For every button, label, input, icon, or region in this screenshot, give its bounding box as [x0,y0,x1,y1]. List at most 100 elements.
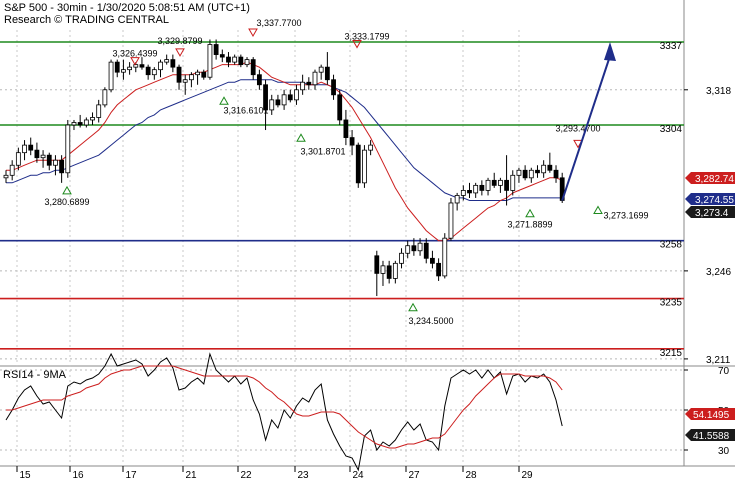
candle-body [306,81,312,86]
candle-body [423,242,429,259]
candlesticks [3,39,565,297]
projection-arrowhead [604,42,616,61]
rsi-series-line [6,365,563,449]
candle-body [22,144,27,154]
candle-body [287,94,293,101]
candle-body [355,144,361,184]
candle-body [158,61,163,71]
candle-body [436,262,442,277]
time-tick-label: 28 [465,470,477,480]
candle-body [15,152,21,166]
rsi-badge-text: 41.5588 [693,431,730,442]
candle-body [71,122,77,126]
price-badge-text: 3,273.4 [695,208,729,219]
swing-price-label: 3,271.8899 [507,220,552,230]
candle-body [491,179,497,186]
candle-body [281,94,287,106]
swing-price-label: 3,280.6899 [44,197,89,207]
candle-body [201,71,207,78]
candle-body [59,159,65,174]
candle-body [256,74,262,86]
swing-high-marker [248,28,258,37]
candle-body [188,74,194,81]
candle-body [473,184,479,194]
candle-body [3,174,9,179]
candle-body [337,94,343,121]
candle-body [510,174,516,191]
time-tick-label: 23 [297,470,309,480]
candle-body [275,99,281,106]
price-badge [685,206,735,218]
candle-body [121,69,126,73]
chart-title: S&P 500 - 30min - 1/30/2020 5:08:51 AM (… [4,2,250,14]
candle-body [535,169,540,174]
time-tick-label: 27 [408,470,420,480]
candle-body [250,59,256,76]
candle-body [176,66,182,83]
time-tick-label: 24 [352,470,364,480]
candle-body [417,242,423,252]
swing-high-marker [352,40,362,49]
candle-body [541,164,547,174]
candle-body [96,104,102,118]
swing-low-marker [593,205,603,214]
price-badge [685,172,735,184]
time-tick-label: 17 [125,470,137,480]
swing-price-label: 3,301.8701 [300,146,345,156]
candle-body [504,179,509,191]
candle-body [164,59,170,63]
time-tick-label: 15 [19,470,31,480]
candle-body [114,61,120,73]
level-label: 3337 [660,41,683,52]
support-resistance-levels: 3337 3304 3258 3235 3215 [0,41,684,359]
candle-body [213,44,219,55]
time-tick-label: 29 [521,470,533,480]
candle-body [399,252,404,264]
rsi-tick-label: 30 [718,446,730,457]
swing-price-label: 3,326.4399 [112,49,157,59]
rsi-badge [685,429,735,441]
candle-body [53,159,58,166]
swing-price-label: 3,329.8799 [157,36,202,46]
swing-low-marker [219,96,229,105]
rsi-tick-label: 70 [718,366,730,377]
swing-price-label: 3,293.4700 [555,123,600,133]
swing-price-label: 3,316.6101 [223,105,268,115]
candle-body [386,265,392,279]
candle-body [442,237,448,277]
candle-body [46,154,52,166]
candle-body [182,79,188,83]
candle-body [127,66,132,71]
swing-price-label: 3,337.7700 [256,18,301,28]
candle-body [479,184,485,191]
candle-body [244,59,250,66]
candle-body [380,265,386,274]
candle-body [528,169,534,179]
price-badge [685,193,735,205]
swing-price-label: 3,273.1699 [603,210,648,220]
candle-body [9,164,15,176]
candle-body [102,89,108,106]
swing-high-marker [130,57,140,66]
candle-body [90,117,95,121]
candle-body [195,71,200,76]
rsi-panel [5,352,563,472]
level-label: 3215 [660,348,683,359]
swing-low-marker [525,208,535,218]
rsi-series-line [5,352,563,472]
candle-body [226,56,231,63]
candle-body [331,79,336,96]
candle-body [139,64,145,68]
ma-fast-line [6,61,563,242]
candle-body [467,189,472,194]
swing-low-marker [62,185,72,195]
candle-body [368,144,374,151]
swing-price-label: 3,333.1799 [344,32,389,42]
candle-body [238,56,244,66]
candle-body [294,89,299,101]
candle-body [219,54,225,58]
candle-body [133,64,139,68]
time-axis: 15 16 17 21 22 23 24 27 28 29 [16,466,533,480]
candle-body [516,169,522,176]
